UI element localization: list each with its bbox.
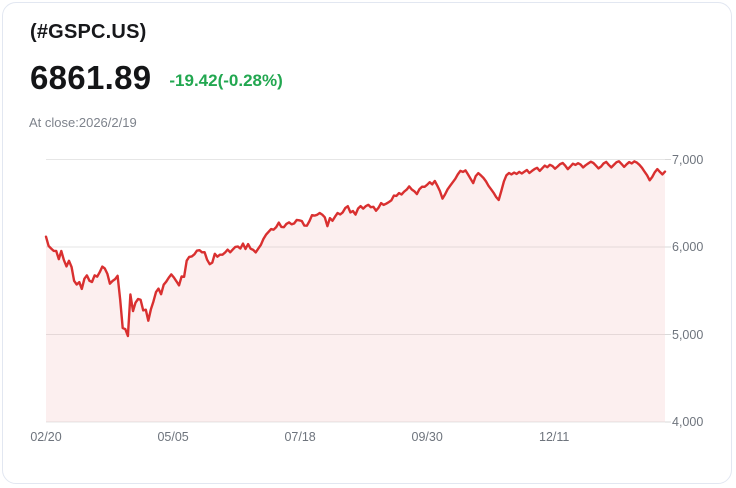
line-chart-svg[interactable] [44, 148, 674, 424]
x-tick-label: 12/11 [539, 430, 570, 444]
symbol-title: (#GSPC.US) [30, 21, 147, 43]
y-tick-label: 4,000 [672, 415, 704, 429]
x-tick-label: 07/18 [284, 430, 316, 444]
x-tick-label: 09/30 [411, 430, 443, 444]
price-chart[interactable]: 7,000 6,000 5,000 4,000 02/20 05/05 07/1… [3, 3, 731, 483]
close-timestamp: At close:2026/2/19 [29, 115, 137, 130]
stock-quote-card: (#GSPC.US) 6861.89 -19.42(-0.28%) At clo… [2, 2, 732, 484]
price-row: 6861.89 -19.42(-0.28%) [30, 59, 283, 97]
y-tick-label: 6,000 [672, 240, 704, 254]
y-tick-label: 5,000 [672, 327, 704, 342]
last-price: 6861.89 [30, 59, 152, 96]
x-tick-label: 02/20 [30, 430, 62, 444]
price-change: -19.42(-0.28%) [169, 70, 283, 90]
y-tick-label: 7,000 [672, 152, 704, 167]
x-tick-label: 05/05 [157, 430, 189, 444]
